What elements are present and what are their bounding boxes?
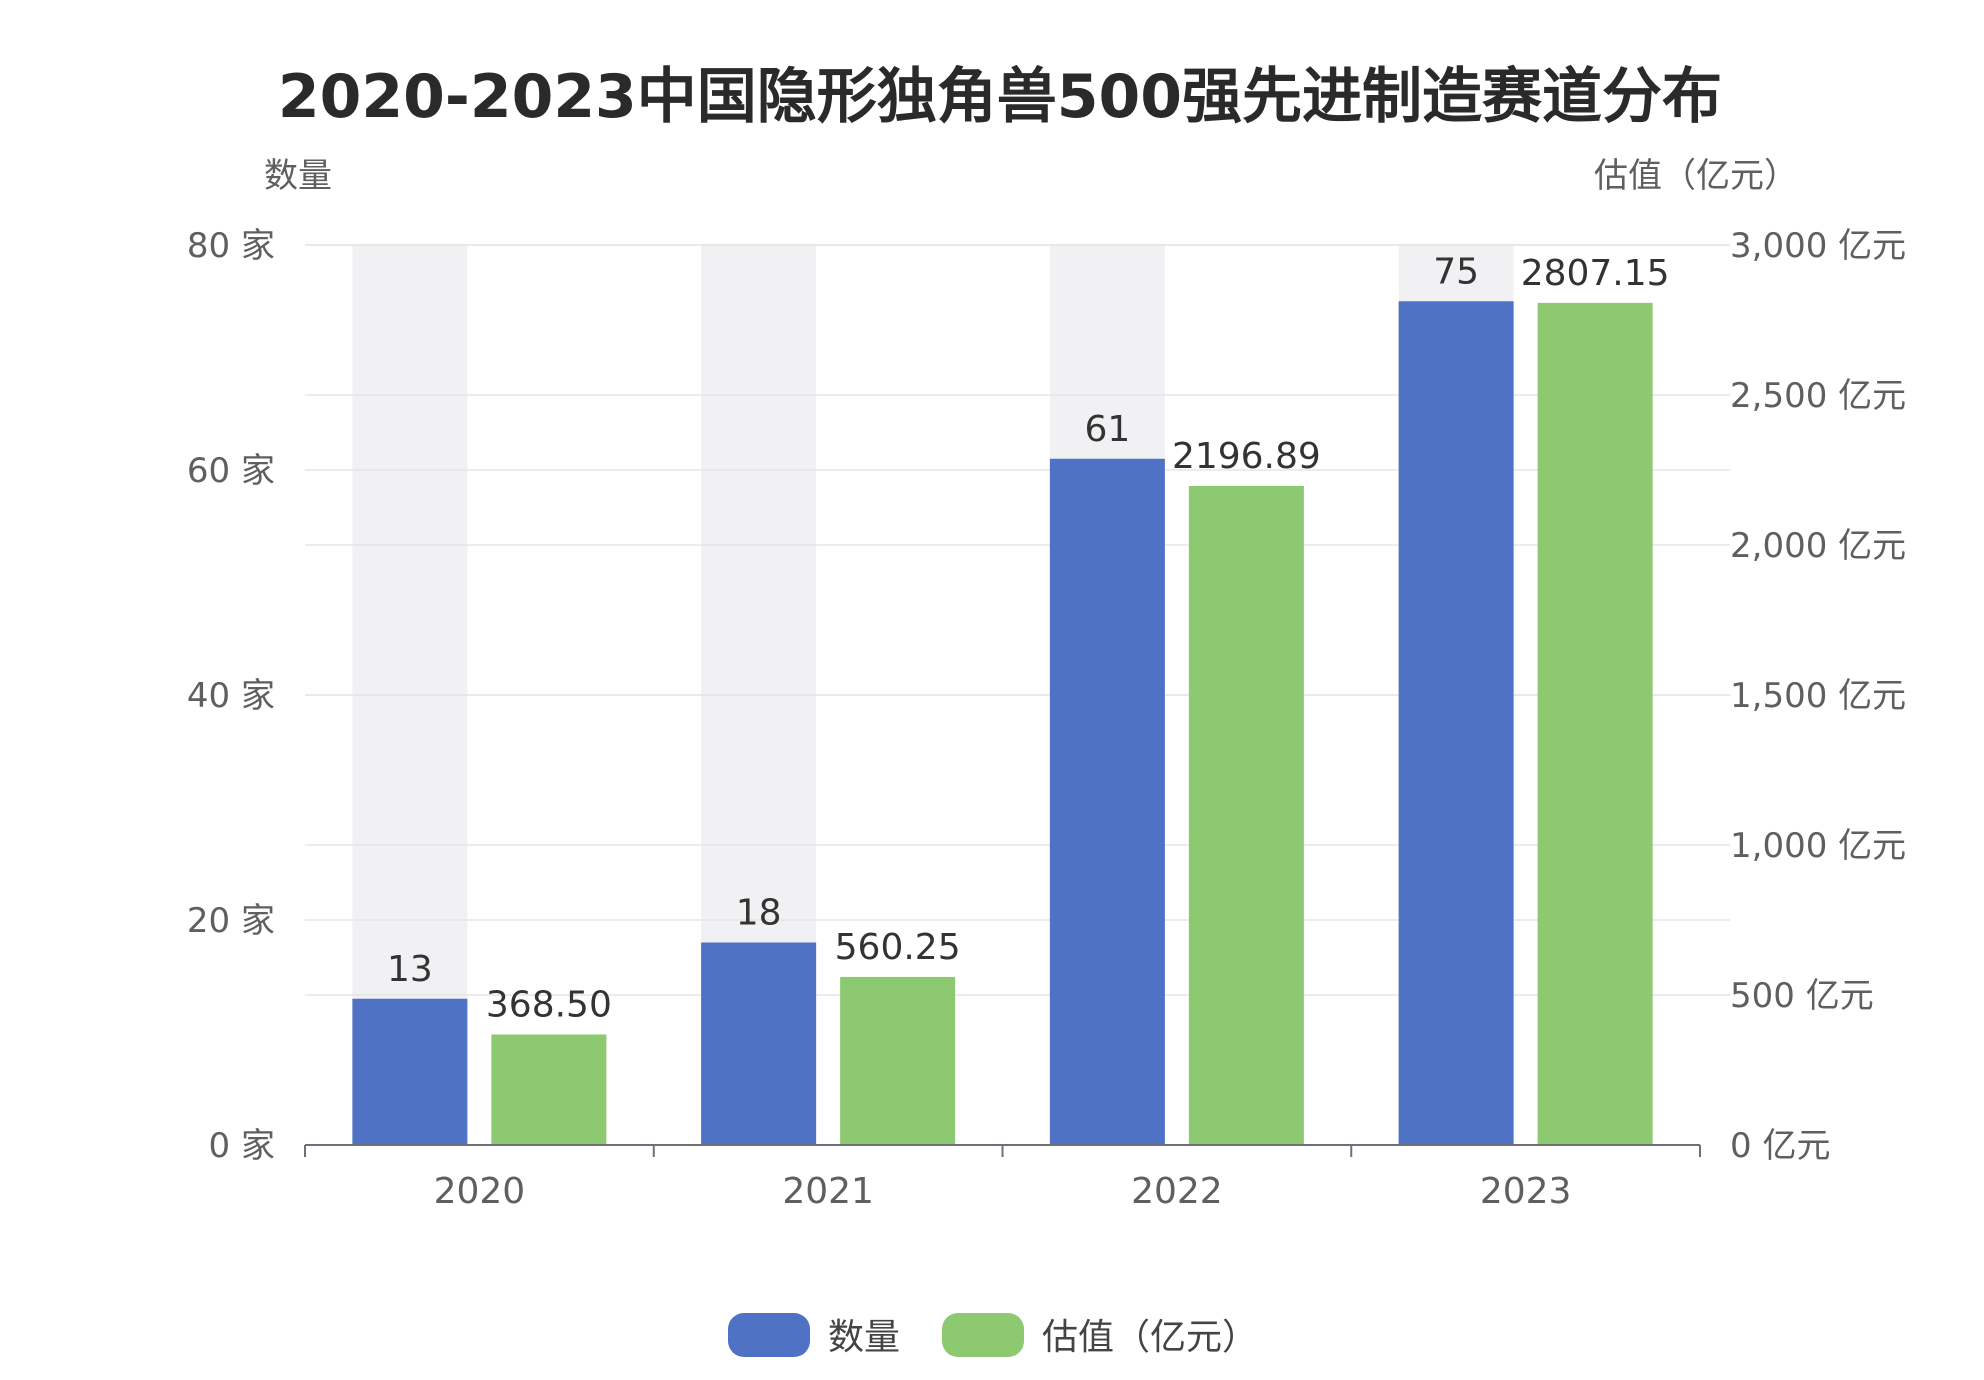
legend-label-valuation: 估值（亿元） (1042, 1317, 1258, 1358)
left-tick-label: 20 家 (187, 901, 275, 941)
bar-valuation-2023 (1537, 302, 1653, 1146)
x-tick-label: 2021 (782, 1171, 874, 1212)
legend-label-count: 数量 (828, 1317, 900, 1358)
right-tick-label: 1,000 亿元 (1730, 826, 1906, 866)
data-label-valuation-2023: 2807.15 (1521, 253, 1670, 294)
data-label-count-2021: 18 (736, 893, 782, 934)
x-axis: 2020 2021 2022 2023 (304, 1144, 1701, 1212)
right-tick-label: 2,500 亿元 (1730, 376, 1906, 416)
x-tick-label: 2020 (434, 1171, 526, 1212)
right-tick-label: 2,000 亿元 (1730, 526, 1906, 566)
right-tick-label: 3,000 亿元 (1730, 226, 1906, 266)
data-label-count-2022: 61 (1084, 409, 1130, 450)
legend[interactable]: 数量 估值（亿元） (728, 1313, 1258, 1358)
right-tick-label: 500 亿元 (1730, 976, 1874, 1016)
legend-swatch-valuation (942, 1313, 1024, 1357)
right-tick-label: 0 亿元 (1730, 1126, 1830, 1166)
x-tick-label: 2023 (1480, 1171, 1572, 1212)
bar-valuation-2020 (491, 1034, 607, 1145)
bar-valuation-2021 (840, 976, 956, 1145)
data-label-valuation-2021: 560.25 (835, 927, 961, 968)
bar-count-2020 (352, 998, 468, 1145)
left-tick-label: 80 家 (187, 226, 275, 266)
right-axis-title: 估值（亿元） (1594, 156, 1798, 196)
left-tick-label: 40 家 (187, 676, 275, 716)
data-label-valuation-2020: 368.50 (486, 984, 612, 1025)
bar-count-2022 (1049, 458, 1165, 1145)
legend-swatch-count (728, 1313, 810, 1357)
left-tick-label: 0 家 (209, 1126, 275, 1166)
left-axis-title: 数量 (264, 156, 332, 196)
data-label-count-2023: 75 (1433, 251, 1479, 292)
bar-labels: 13 368.50 18 560.25 61 2196.89 75 2807.15 (387, 251, 1670, 1025)
chart-title: 2020-2023中国隐形独角兽500强先进制造赛道分布 (278, 62, 1722, 132)
bars (352, 301, 1653, 1146)
bar-valuation-2022 (1188, 485, 1304, 1146)
left-axis-ticks: 0 家 20 家 40 家 60 家 80 家 (187, 226, 275, 1166)
right-tick-label: 1,500 亿元 (1730, 676, 1906, 716)
x-tick-label: 2022 (1131, 1171, 1223, 1212)
right-axis-ticks: 0 亿元 500 亿元 1,000 亿元 1,500 亿元 2,000 亿元 2,500 … (1730, 226, 1906, 1166)
left-tick-label: 60 家 (187, 451, 275, 491)
bar-count-2021 (701, 942, 817, 1145)
data-label-count-2020: 13 (387, 949, 433, 990)
data-label-valuation-2022: 2196.89 (1172, 436, 1321, 477)
bar-count-2023 (1398, 301, 1514, 1145)
